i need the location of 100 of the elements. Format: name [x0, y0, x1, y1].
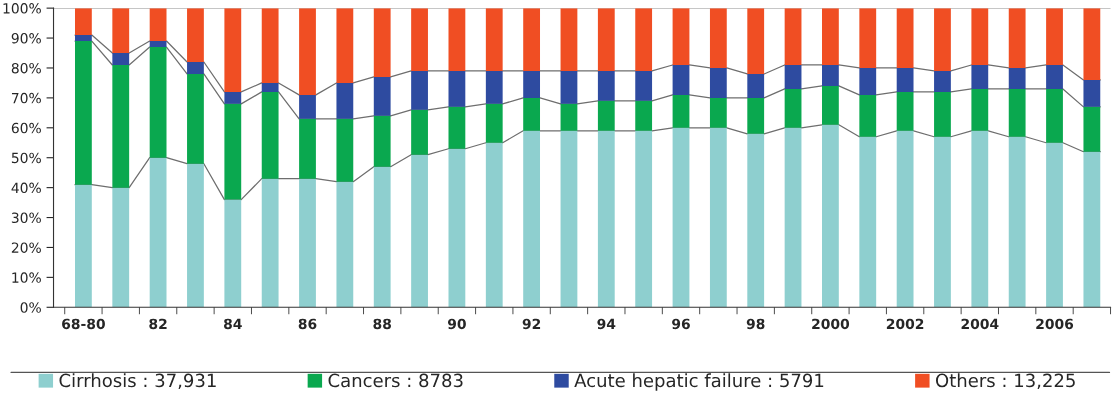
x-tick-label: 92 — [522, 318, 541, 330]
y-tick-label: 80% — [11, 62, 41, 74]
bar — [448, 106, 466, 149]
bar — [149, 47, 167, 158]
bar — [75, 35, 92, 42]
bar — [896, 130, 914, 308]
bar — [672, 64, 690, 95]
y-tick-label: 10% — [12, 272, 41, 283]
bar — [1046, 64, 1063, 89]
bar — [112, 64, 130, 188]
bar — [75, 8, 92, 36]
bar — [859, 8, 877, 68]
bar — [709, 8, 727, 68]
bar — [709, 67, 727, 98]
bar — [224, 199, 242, 308]
bar — [411, 154, 428, 308]
bar — [635, 100, 653, 131]
bar — [971, 88, 989, 131]
bar — [896, 67, 914, 92]
bar — [373, 76, 391, 116]
bar — [859, 94, 877, 137]
bar — [934, 70, 951, 92]
bar — [1008, 8, 1026, 68]
bar — [261, 8, 279, 83]
x-tick-label: 96 — [672, 318, 690, 330]
bar — [560, 130, 578, 308]
bar — [187, 8, 204, 62]
bar — [635, 8, 653, 71]
bar — [1046, 8, 1063, 65]
bar — [485, 8, 503, 71]
bar — [112, 8, 130, 54]
bar — [149, 8, 167, 42]
x-tick-label: 88 — [373, 318, 392, 330]
legend-label: Cancers : 8783 — [328, 373, 463, 388]
bar — [709, 127, 727, 308]
bar — [1083, 8, 1101, 80]
bar — [1083, 151, 1101, 308]
bar — [822, 64, 839, 86]
bar — [560, 103, 578, 131]
bar — [523, 97, 541, 131]
bar — [672, 127, 690, 308]
bar — [597, 8, 615, 71]
bar — [859, 136, 877, 308]
bar — [859, 67, 877, 95]
bar — [485, 103, 503, 143]
bar — [1046, 142, 1063, 308]
bar — [971, 130, 989, 308]
bar — [560, 8, 578, 71]
x-tick-label: 2004 — [961, 318, 999, 330]
bar — [672, 94, 690, 128]
legend-label: Others : 13,225 — [935, 373, 1075, 390]
bar — [672, 8, 690, 65]
bar — [261, 82, 279, 92]
bar — [896, 91, 914, 131]
bar — [112, 187, 130, 308]
bar — [224, 91, 242, 104]
bar — [411, 8, 428, 71]
bar — [971, 64, 989, 89]
x-tick-label: 98 — [746, 318, 765, 330]
bar — [1008, 88, 1026, 137]
bar — [635, 130, 653, 308]
bar — [709, 97, 727, 128]
bar — [261, 91, 279, 179]
y-tick-label: 40% — [11, 182, 41, 194]
bar — [523, 8, 541, 71]
x-tick-label: 90 — [447, 318, 466, 330]
bar — [747, 97, 765, 134]
bar — [784, 127, 802, 308]
x-tick-label: 2000 — [812, 318, 850, 330]
bar — [299, 178, 316, 308]
bar — [299, 118, 316, 179]
bar — [597, 100, 615, 131]
legend-label: Cirrhosis : 37,931 — [59, 373, 216, 390]
bar — [448, 70, 466, 107]
bar — [485, 70, 503, 104]
bar — [336, 118, 354, 182]
bar — [261, 178, 279, 308]
bar — [411, 70, 428, 110]
bar — [560, 70, 578, 104]
bar — [149, 157, 167, 308]
bar — [336, 181, 354, 308]
x-tick-label: 84 — [223, 318, 242, 330]
x-tick-label: 94 — [597, 318, 616, 330]
bar — [149, 41, 167, 48]
bar — [971, 8, 989, 65]
bar — [112, 53, 130, 65]
bar — [299, 94, 316, 119]
bar — [187, 61, 204, 74]
bar — [747, 133, 765, 308]
y-tick-label: 50% — [11, 152, 41, 164]
bar — [896, 8, 914, 68]
bar — [934, 91, 951, 137]
bar — [934, 8, 951, 71]
bar — [822, 85, 839, 125]
bar — [373, 8, 391, 77]
bar — [75, 184, 92, 308]
bar — [635, 70, 653, 101]
y-tick-label: 70% — [11, 92, 41, 104]
x-tick-label: 82 — [149, 318, 167, 330]
bar — [747, 73, 765, 98]
